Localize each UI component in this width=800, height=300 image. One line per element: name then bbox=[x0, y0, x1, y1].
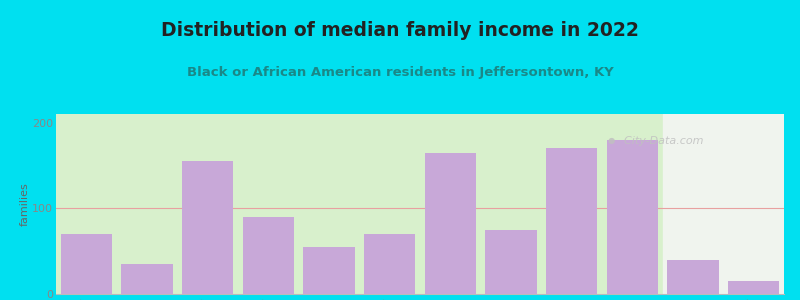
Bar bbox=[242, 217, 294, 294]
Text: ●: ● bbox=[607, 136, 614, 145]
Bar bbox=[486, 230, 537, 294]
Bar bbox=[425, 153, 476, 294]
Bar bbox=[667, 260, 718, 294]
Bar bbox=[303, 247, 354, 294]
Bar bbox=[606, 140, 658, 294]
Text: Black or African American residents in Jeffersontown, KY: Black or African American residents in J… bbox=[186, 66, 614, 79]
Bar bbox=[61, 234, 112, 294]
Bar bbox=[56, 114, 662, 294]
Bar bbox=[662, 114, 784, 294]
Bar bbox=[122, 264, 173, 294]
Y-axis label: families: families bbox=[19, 182, 30, 226]
Bar bbox=[364, 234, 415, 294]
Bar bbox=[182, 161, 234, 294]
Bar bbox=[728, 281, 779, 294]
Text: Distribution of median family income in 2022: Distribution of median family income in … bbox=[161, 21, 639, 40]
Text: City-Data.com: City-Data.com bbox=[617, 136, 703, 146]
Bar bbox=[546, 148, 598, 294]
